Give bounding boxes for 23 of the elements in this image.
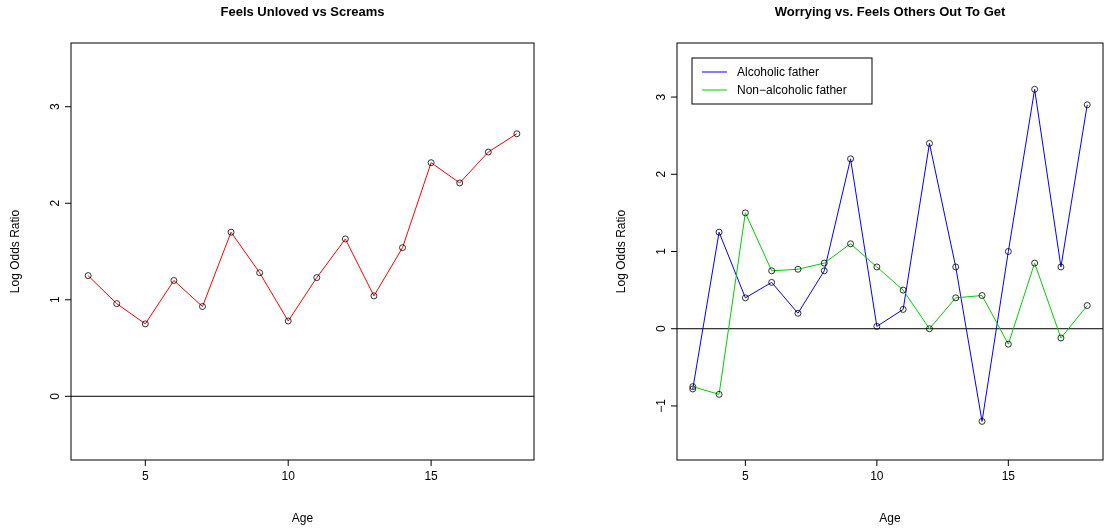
y-tick-label: 2 <box>654 170 668 178</box>
x-tick-label: 10 <box>870 469 884 483</box>
chart-title: Worrying vs. Feels Others Out To Get <box>774 4 1006 19</box>
y-tick-label: 1 <box>654 247 668 255</box>
x-tick-label: 15 <box>1001 469 1016 483</box>
x-tick-label: 15 <box>424 469 439 483</box>
x-axis-title: Age <box>291 511 314 525</box>
x-tick-label: 10 <box>281 469 296 483</box>
x-tick-label: 5 <box>141 469 149 483</box>
x-axis-title: Age <box>879 511 901 525</box>
y-tick-label: 3 <box>654 93 668 101</box>
x-tick-label: 5 <box>742 469 750 483</box>
legend-label: Alcoholic father <box>737 65 820 79</box>
legend-label: Non−alcoholic father <box>737 83 847 97</box>
y-tick-label: 1 <box>48 296 62 304</box>
y-tick-label: 3 <box>48 103 62 111</box>
y-tick-label: 0 <box>654 325 668 333</box>
y-tick-label: 2 <box>48 199 62 207</box>
y-axis-title: Log Odds Ratio <box>8 209 22 294</box>
y-tick-label: 0 <box>48 392 62 400</box>
y-axis-title: Log Odds Ratio <box>614 209 628 294</box>
y-tick-label: −1 <box>654 398 668 413</box>
chart-title: Feels Unloved vs Screams <box>220 4 385 19</box>
